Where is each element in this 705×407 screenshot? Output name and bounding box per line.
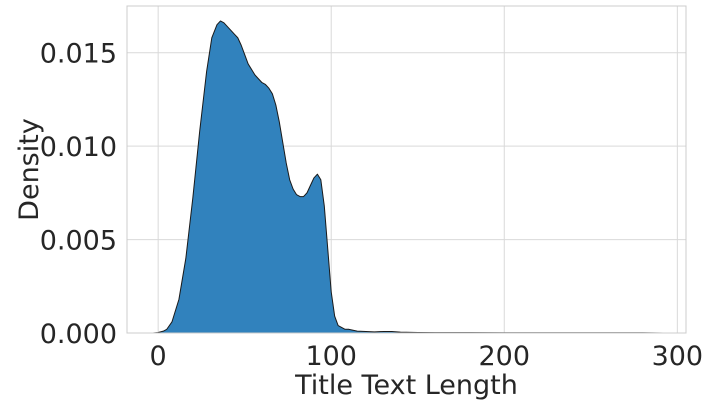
density-line xyxy=(152,20,664,334)
x-tick-label: 200 xyxy=(479,341,531,372)
x-tick-label: 0 xyxy=(150,341,167,372)
x-tick-labels: 0 100 200 300 xyxy=(150,341,704,372)
y-tick-label: 0.005 xyxy=(40,226,117,257)
y-tick-labels: 0.000 0.005 0.010 0.015 xyxy=(40,39,117,350)
x-tick-label: 300 xyxy=(652,341,704,372)
density-area xyxy=(152,20,664,333)
y-tick-label: 0.010 xyxy=(40,132,117,163)
y-tick-label: 0.000 xyxy=(40,319,117,350)
x-tick-label: 100 xyxy=(305,341,357,372)
y-tick-label: 0.015 xyxy=(40,39,117,70)
y-axis-label: Density xyxy=(14,118,45,221)
plot-area xyxy=(152,20,664,334)
plot-frame xyxy=(126,5,687,334)
x-axis-label: Title Text Length xyxy=(294,370,518,401)
